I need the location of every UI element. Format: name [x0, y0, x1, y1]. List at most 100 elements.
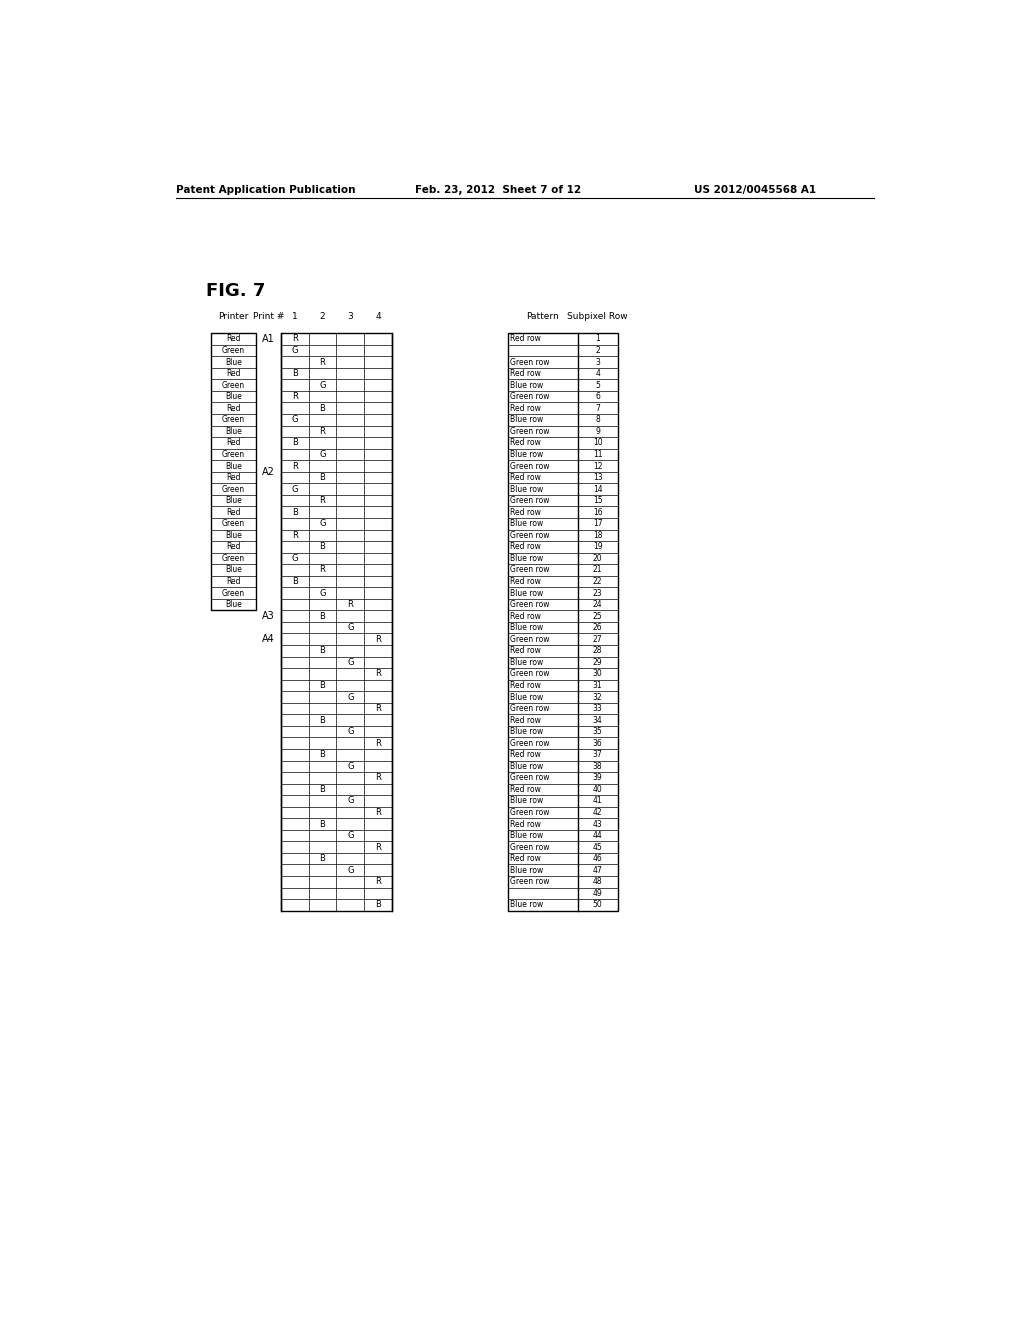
- Text: 1: 1: [292, 312, 298, 321]
- Text: Red row: Red row: [510, 370, 541, 378]
- Text: Red row: Red row: [510, 785, 541, 793]
- Text: A4: A4: [262, 635, 274, 644]
- Text: Pattern: Pattern: [526, 312, 559, 321]
- Text: R: R: [376, 669, 381, 678]
- Text: G: G: [347, 832, 353, 840]
- Text: Green row: Green row: [510, 669, 550, 678]
- Text: G: G: [347, 727, 353, 737]
- Text: G: G: [292, 346, 298, 355]
- Text: 43: 43: [593, 820, 602, 829]
- Text: Red: Red: [226, 577, 241, 586]
- Text: Red row: Red row: [510, 820, 541, 829]
- Text: Subpixel Row: Subpixel Row: [567, 312, 628, 321]
- Text: A2: A2: [262, 467, 274, 477]
- Text: Red: Red: [226, 334, 241, 343]
- Text: Blue row: Blue row: [510, 450, 544, 459]
- Text: Red row: Red row: [510, 543, 541, 552]
- Text: G: G: [347, 866, 353, 875]
- Text: Blue row: Blue row: [510, 484, 544, 494]
- Text: R: R: [376, 774, 381, 783]
- Text: Red: Red: [226, 508, 241, 516]
- Text: 4: 4: [595, 370, 600, 378]
- Text: R: R: [347, 601, 353, 609]
- Text: Green row: Green row: [510, 878, 550, 886]
- Text: G: G: [292, 416, 298, 424]
- Text: Red row: Red row: [510, 611, 541, 620]
- Text: B: B: [319, 854, 326, 863]
- Text: Blue: Blue: [225, 392, 242, 401]
- Text: Green row: Green row: [510, 462, 550, 470]
- Text: Green row: Green row: [510, 496, 550, 506]
- Text: Blue: Blue: [225, 462, 242, 470]
- Text: B: B: [292, 577, 298, 586]
- Text: G: G: [319, 450, 326, 459]
- Text: B: B: [319, 785, 326, 793]
- Text: Green row: Green row: [510, 842, 550, 851]
- Text: Printer: Printer: [218, 312, 249, 321]
- Text: B: B: [292, 438, 298, 447]
- Text: Green: Green: [222, 484, 245, 494]
- Text: Red row: Red row: [510, 404, 541, 413]
- Text: 25: 25: [593, 611, 602, 620]
- Text: B: B: [376, 900, 381, 909]
- Text: Green: Green: [222, 589, 245, 598]
- Text: Print #: Print #: [253, 312, 284, 321]
- Text: Blue row: Blue row: [510, 900, 544, 909]
- Text: B: B: [319, 681, 326, 690]
- Text: Red row: Red row: [510, 854, 541, 863]
- Text: Patent Application Publication: Patent Application Publication: [176, 185, 355, 195]
- Text: Red row: Red row: [510, 334, 541, 343]
- Text: Blue row: Blue row: [510, 693, 544, 701]
- Text: Green row: Green row: [510, 392, 550, 401]
- Text: 45: 45: [593, 842, 602, 851]
- Text: 16: 16: [593, 508, 602, 516]
- Text: R: R: [292, 392, 298, 401]
- Text: R: R: [319, 496, 326, 506]
- Text: B: B: [319, 543, 326, 552]
- Text: B: B: [319, 750, 326, 759]
- Text: 23: 23: [593, 589, 602, 598]
- Text: G: G: [292, 554, 298, 562]
- Text: 50: 50: [593, 900, 602, 909]
- Text: 38: 38: [593, 762, 602, 771]
- Text: Red row: Red row: [510, 647, 541, 655]
- Text: 14: 14: [593, 484, 602, 494]
- Text: Green row: Green row: [510, 808, 550, 817]
- Bar: [281, 333, 392, 911]
- Bar: [508, 333, 617, 911]
- Text: Blue: Blue: [225, 426, 242, 436]
- Text: 1: 1: [595, 334, 600, 343]
- Text: Red row: Red row: [510, 438, 541, 447]
- Bar: [211, 333, 256, 610]
- Text: Green: Green: [222, 450, 245, 459]
- Text: 10: 10: [593, 438, 602, 447]
- Text: 30: 30: [593, 669, 602, 678]
- Text: 15: 15: [593, 496, 602, 506]
- Text: 34: 34: [593, 715, 602, 725]
- Text: 3: 3: [595, 358, 600, 367]
- Text: FIG. 7: FIG. 7: [206, 281, 265, 300]
- Text: 48: 48: [593, 878, 602, 886]
- Text: 17: 17: [593, 519, 602, 528]
- Text: Blue: Blue: [225, 358, 242, 367]
- Text: B: B: [319, 647, 326, 655]
- Text: Blue row: Blue row: [510, 554, 544, 562]
- Text: R: R: [319, 426, 326, 436]
- Text: 7: 7: [595, 404, 600, 413]
- Text: Red row: Red row: [510, 577, 541, 586]
- Text: Green: Green: [222, 519, 245, 528]
- Text: B: B: [319, 715, 326, 725]
- Text: Blue: Blue: [225, 565, 242, 574]
- Text: Blue row: Blue row: [510, 589, 544, 598]
- Text: B: B: [292, 370, 298, 378]
- Text: Green: Green: [222, 554, 245, 562]
- Text: Blue row: Blue row: [510, 866, 544, 875]
- Text: 44: 44: [593, 832, 602, 840]
- Text: Red row: Red row: [510, 750, 541, 759]
- Text: 42: 42: [593, 808, 602, 817]
- Text: G: G: [292, 484, 298, 494]
- Text: 12: 12: [593, 462, 602, 470]
- Text: 36: 36: [593, 739, 602, 747]
- Text: 41: 41: [593, 796, 602, 805]
- Text: R: R: [376, 739, 381, 747]
